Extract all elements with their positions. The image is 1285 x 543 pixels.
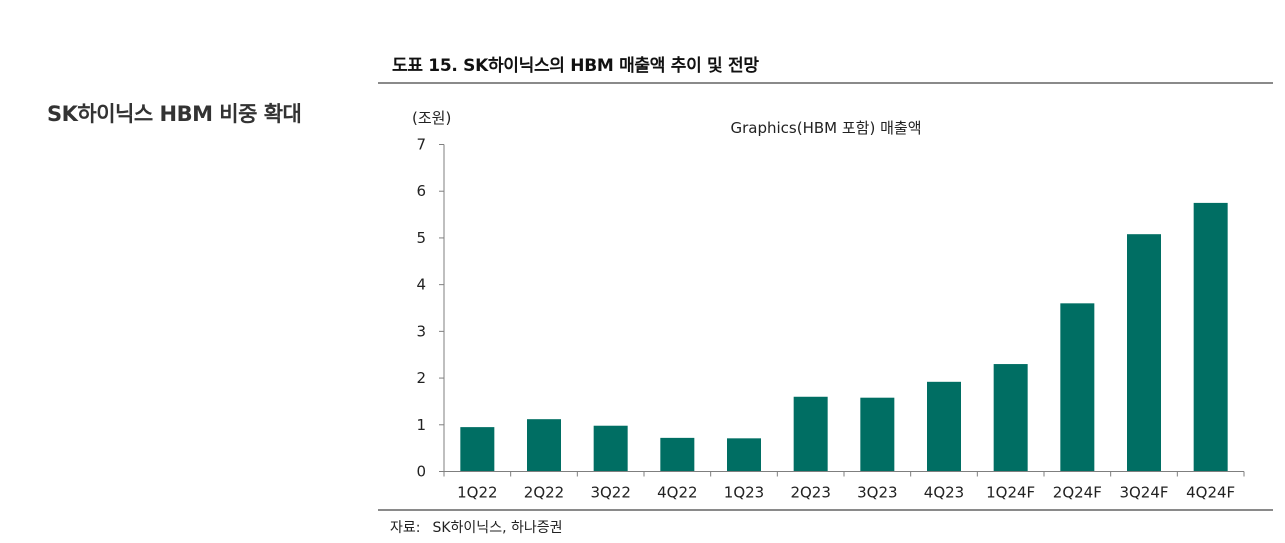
y-tick-label: 6 [416, 182, 426, 200]
bar-1Q23 [727, 438, 761, 472]
x-tick-label: 3Q22 [590, 484, 630, 502]
bar-3Q24F [1127, 234, 1161, 472]
x-tick-label: 4Q23 [924, 484, 964, 502]
y-tick-label: 3 [416, 322, 426, 340]
source-note: 자료: SK하이닉스, 하나증권 [390, 517, 563, 537]
x-tick-label: 2Q23 [790, 484, 830, 502]
chart-title: Graphics(HBM 포함) 매출액 [731, 119, 922, 137]
bar-series [460, 202, 1228, 472]
x-tick-label: 1Q24F [986, 484, 1035, 502]
bar-2Q22 [527, 419, 561, 472]
bar-4Q23 [927, 381, 961, 472]
x-tick-label: 3Q24F [1119, 484, 1168, 502]
bar-1Q22 [460, 427, 495, 472]
bar-4Q22 [660, 437, 695, 472]
bar-2Q24F [1060, 303, 1095, 472]
figure-bottom-rule [378, 509, 1273, 511]
x-tick-label: 4Q22 [657, 484, 697, 502]
source-text: SK하이닉스, 하나증권 [432, 520, 563, 536]
y-tick-label: 1 [416, 416, 426, 434]
x-tick-label: 1Q22 [457, 484, 497, 502]
bar-4Q24F [1193, 202, 1228, 472]
figure-top-rule [378, 82, 1273, 84]
figure-title: 도표 15. SK하이닉스의 HBM 매출액 추이 및 전망 [392, 56, 759, 76]
x-tick-label: 2Q22 [524, 484, 564, 502]
section-heading: SK하이닉스 HBM 비중 확대 [47, 102, 302, 126]
bar-1Q24F [993, 364, 1028, 472]
y-tick-label: 4 [416, 276, 426, 294]
x-tick-label: 1Q23 [724, 484, 764, 502]
x-tick-label: 4Q24F [1186, 484, 1235, 502]
y-axis: 0 1 2 3 4 5 6 7 [416, 136, 445, 481]
y-axis-unit-label: (조원) [412, 109, 451, 127]
y-tick-label: 0 [416, 463, 426, 481]
bar-3Q23 [860, 397, 895, 472]
y-tick-label: 5 [416, 229, 426, 247]
bar-2Q23 [793, 396, 828, 472]
y-tick-label: 7 [416, 136, 426, 154]
x-axis: 1Q22 2Q22 3Q22 4Q22 1Q23 2Q23 3Q23 4Q23 1Q24F 2Q2… [443, 471, 1245, 502]
y-tick-label: 2 [416, 369, 426, 387]
bar-3Q22 [593, 425, 628, 472]
x-tick-label: 2Q24F [1053, 484, 1102, 502]
source-label: 자료: [390, 520, 421, 536]
x-tick-label: 3Q23 [857, 484, 897, 502]
